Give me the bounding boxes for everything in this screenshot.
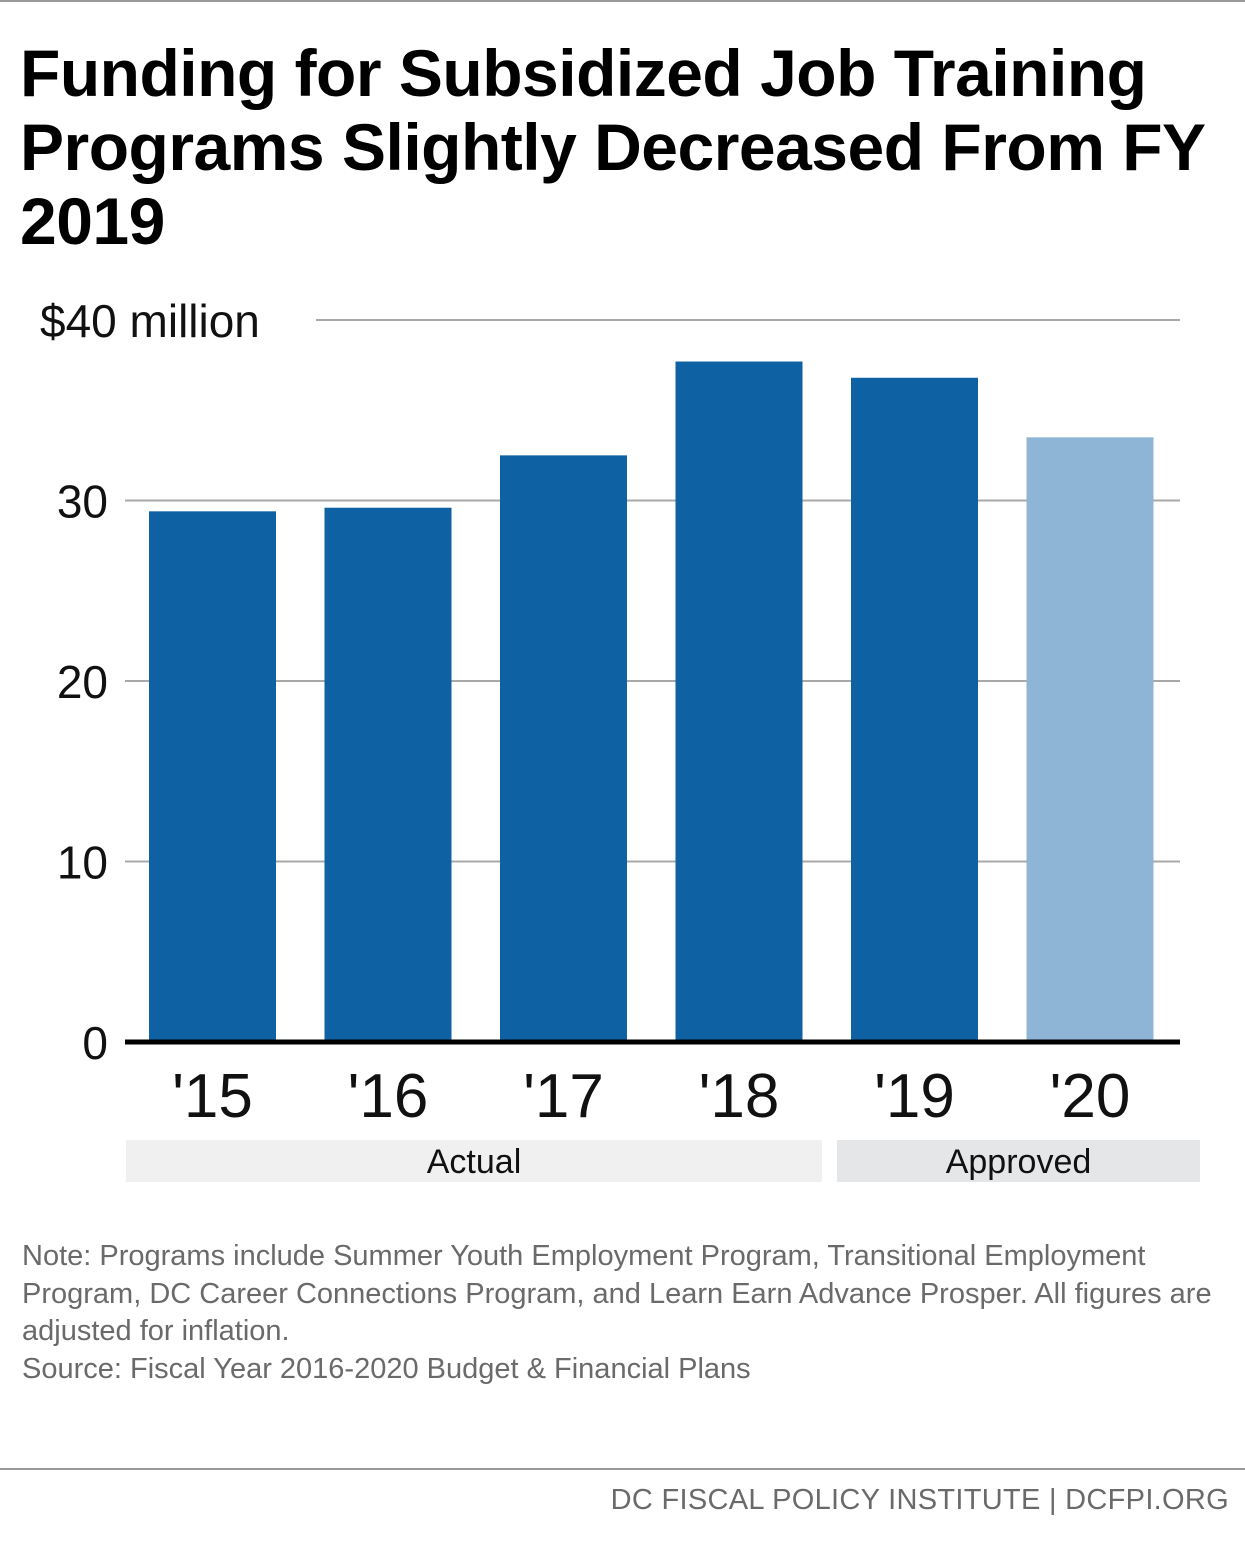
y-axis-tick-labels: 0 10 20 30 $40 million	[40, 295, 260, 1069]
bars	[149, 361, 1154, 1043]
bar-fy20	[1026, 437, 1154, 1042]
bar-fy18	[675, 361, 803, 1042]
x-tick-label: '17	[523, 1062, 604, 1131]
group-band-actual	[126, 1140, 822, 1182]
bar-fy19	[851, 377, 978, 1042]
y-tick-label: 20	[57, 656, 108, 708]
bar-fy15	[149, 511, 276, 1042]
bar-fy16	[324, 507, 452, 1043]
y-tick-label: 30	[57, 476, 108, 528]
x-tick-label: '20	[1050, 1062, 1131, 1131]
chart-note: Note: Programs include Summer Youth Empl…	[22, 1238, 1222, 1388]
x-tick-label: '18	[699, 1062, 780, 1131]
group-label-actual: Actual	[427, 1143, 522, 1181]
footer-credit: DC FISCAL POLICY INSTITUTE | DCFPI.ORG	[610, 1484, 1229, 1516]
bar-chart: 0 10 20 30 $40 million '15 '16 '17 '18 '19 '20 Ac…	[40, 295, 1200, 1182]
x-axis-tick-labels: '15 '16 '17 '18 '19 '20	[172, 1062, 1130, 1131]
y-tick-label: $40 million	[40, 295, 260, 347]
x-tick-label: '15	[172, 1062, 253, 1131]
gridlines	[125, 319, 1180, 863]
footer-divider	[0, 1468, 1245, 1470]
source-text: Source: Fiscal Year 2016-2020 Budget & F…	[22, 1352, 751, 1385]
period-groups: Actual Approved	[126, 1140, 1200, 1182]
note-text: Note: Programs include Summer Youth Empl…	[22, 1240, 1212, 1347]
group-band-approved	[837, 1140, 1200, 1182]
x-tick-label: '19	[874, 1062, 955, 1131]
y-tick-label: 10	[57, 837, 108, 889]
y-tick-label: 0	[82, 1017, 108, 1069]
group-label-approved: Approved	[946, 1143, 1092, 1181]
bar-fy17	[500, 455, 627, 1042]
top-divider	[0, 0, 1245, 2]
chart-title: Funding for Subsidized Job Training Prog…	[20, 36, 1205, 258]
x-tick-label: '16	[348, 1062, 429, 1131]
